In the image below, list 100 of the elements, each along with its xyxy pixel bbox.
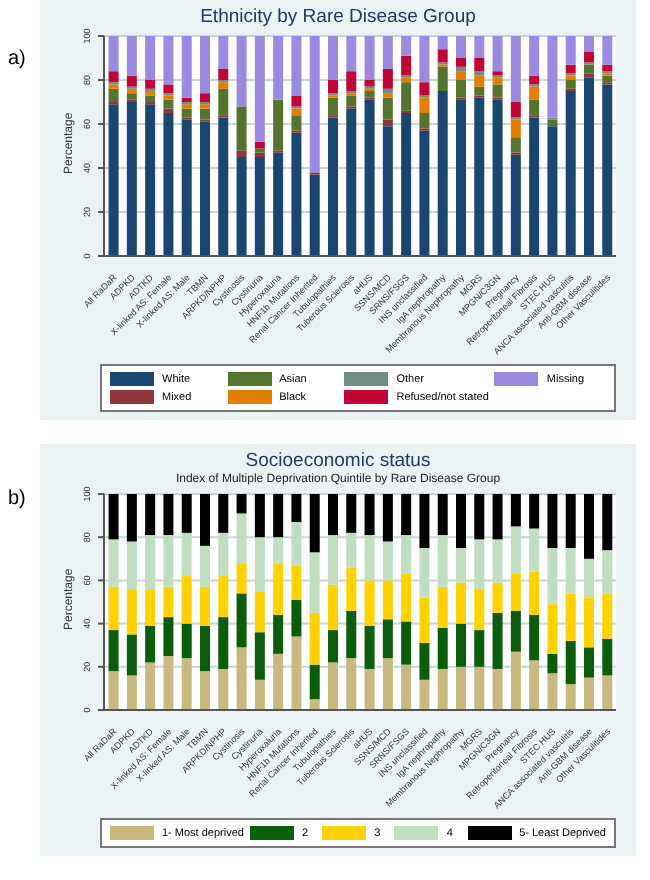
bar <box>236 647 247 710</box>
bar <box>236 106 247 151</box>
bar <box>364 535 375 581</box>
bar <box>510 36 521 102</box>
text: b) <box>8 488 26 510</box>
bar <box>382 69 393 89</box>
bar <box>145 494 156 536</box>
bar <box>547 36 558 118</box>
bar <box>218 576 229 618</box>
bar <box>145 80 156 89</box>
bar <box>163 494 174 536</box>
bar <box>419 494 430 548</box>
bar <box>163 36 174 85</box>
bar <box>382 36 393 69</box>
bar <box>291 95 302 107</box>
bar <box>254 36 265 142</box>
bar <box>328 36 338 80</box>
bar <box>437 494 448 536</box>
bar <box>181 532 192 577</box>
bar <box>529 528 540 572</box>
bar <box>419 113 430 129</box>
bar <box>218 532 229 577</box>
bar <box>602 84 613 256</box>
bar <box>437 586 448 628</box>
bar <box>254 679 265 710</box>
bar <box>291 108 302 116</box>
bar <box>364 668 375 710</box>
bar <box>200 108 210 120</box>
bar <box>328 630 338 663</box>
bar <box>108 539 119 587</box>
bar <box>419 643 430 680</box>
bar <box>218 69 229 80</box>
bar <box>419 548 430 598</box>
bar <box>456 58 466 67</box>
bar <box>291 115 302 131</box>
bar <box>437 91 448 256</box>
bar <box>584 64 594 74</box>
bar <box>529 117 540 256</box>
bar <box>273 99 284 151</box>
bar <box>474 36 485 58</box>
bar <box>565 548 576 594</box>
bar <box>510 526 521 574</box>
bar <box>181 576 192 624</box>
bar <box>437 49 448 63</box>
bar <box>200 93 210 102</box>
bar <box>346 108 357 256</box>
bar <box>126 93 137 100</box>
bar <box>529 36 540 76</box>
bar <box>273 152 284 256</box>
bar <box>492 539 503 583</box>
bar <box>126 589 137 635</box>
bar <box>126 675 137 710</box>
bar <box>492 36 503 72</box>
bar <box>346 71 357 91</box>
bar <box>510 651 521 710</box>
bar <box>419 597 430 644</box>
bar <box>200 671 210 710</box>
bar <box>126 75 137 87</box>
bar <box>328 80 338 94</box>
bar <box>401 82 412 111</box>
bar <box>529 99 540 116</box>
bar <box>401 573 412 622</box>
bar <box>547 673 558 710</box>
bar <box>529 614 540 661</box>
bar <box>474 494 485 540</box>
bar <box>547 494 558 548</box>
bar <box>181 658 192 710</box>
bar <box>126 634 137 676</box>
bar <box>419 82 430 96</box>
bar <box>108 494 119 540</box>
bar <box>456 548 466 583</box>
bar <box>456 582 466 624</box>
bar <box>584 494 594 559</box>
bar <box>510 494 521 527</box>
bar <box>364 625 375 669</box>
bar <box>273 653 284 710</box>
bar <box>254 632 265 680</box>
bar <box>181 494 192 533</box>
bar <box>145 95 156 102</box>
bar <box>309 699 320 710</box>
bar <box>565 80 576 89</box>
bar <box>291 599 302 637</box>
bar <box>273 537 284 564</box>
bar <box>328 535 338 585</box>
bar <box>328 117 338 256</box>
bar <box>108 88 119 102</box>
bar <box>382 541 393 581</box>
bar <box>108 586 119 631</box>
bar <box>145 662 156 710</box>
bar <box>565 494 576 548</box>
bar <box>510 610 521 652</box>
bar <box>565 91 576 256</box>
bar <box>510 154 521 256</box>
bar <box>236 563 247 594</box>
bar <box>510 119 521 138</box>
bar <box>346 610 357 659</box>
bar <box>236 593 247 648</box>
bar <box>163 84 174 94</box>
bar <box>273 563 284 615</box>
bar <box>291 565 302 600</box>
